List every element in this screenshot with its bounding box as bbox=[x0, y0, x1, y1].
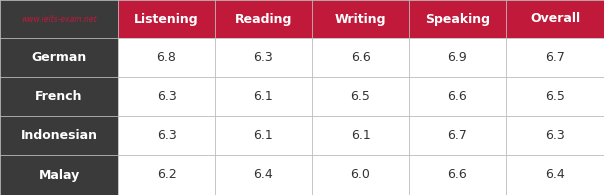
Text: Indonesian: Indonesian bbox=[21, 129, 97, 142]
Text: 6.6: 6.6 bbox=[448, 168, 467, 182]
Bar bbox=[118, 77, 215, 116]
Text: 6.3: 6.3 bbox=[156, 129, 176, 142]
Text: 6.2: 6.2 bbox=[156, 168, 176, 182]
Bar bbox=[215, 77, 312, 116]
Text: German: German bbox=[31, 51, 86, 64]
Bar bbox=[312, 116, 409, 155]
Text: 6.1: 6.1 bbox=[254, 90, 274, 103]
Bar bbox=[215, 155, 312, 195]
Text: 6.7: 6.7 bbox=[545, 51, 565, 64]
Text: 6.9: 6.9 bbox=[448, 51, 467, 64]
Bar bbox=[506, 155, 604, 195]
Text: 6.7: 6.7 bbox=[448, 129, 467, 142]
Text: 6.1: 6.1 bbox=[254, 129, 274, 142]
Text: Listening: Listening bbox=[134, 12, 199, 26]
Bar bbox=[118, 155, 215, 195]
Bar bbox=[0, 38, 118, 77]
Text: 6.3: 6.3 bbox=[156, 90, 176, 103]
Bar bbox=[409, 116, 506, 155]
Bar bbox=[118, 0, 215, 38]
Text: www.ielts-exam.net: www.ielts-exam.net bbox=[21, 14, 97, 24]
Bar bbox=[409, 38, 506, 77]
Bar bbox=[506, 0, 604, 38]
Text: 6.4: 6.4 bbox=[254, 168, 274, 182]
Bar bbox=[215, 0, 312, 38]
Text: 6.5: 6.5 bbox=[350, 90, 370, 103]
Text: Overall: Overall bbox=[530, 12, 580, 26]
Bar bbox=[506, 77, 604, 116]
Bar bbox=[312, 38, 409, 77]
Bar bbox=[0, 0, 118, 38]
Bar bbox=[0, 116, 118, 155]
Text: 6.3: 6.3 bbox=[254, 51, 274, 64]
Text: 6.1: 6.1 bbox=[351, 129, 370, 142]
Text: French: French bbox=[35, 90, 83, 103]
Text: 6.8: 6.8 bbox=[156, 51, 176, 64]
Bar bbox=[0, 77, 118, 116]
Bar bbox=[215, 38, 312, 77]
Bar bbox=[312, 0, 409, 38]
Text: 6.6: 6.6 bbox=[448, 90, 467, 103]
Text: 6.6: 6.6 bbox=[351, 51, 370, 64]
Text: Writing: Writing bbox=[335, 12, 386, 26]
Text: Malay: Malay bbox=[39, 168, 80, 182]
Bar bbox=[409, 155, 506, 195]
Text: 6.0: 6.0 bbox=[350, 168, 370, 182]
Text: Speaking: Speaking bbox=[425, 12, 490, 26]
Bar bbox=[118, 116, 215, 155]
Bar bbox=[506, 38, 604, 77]
Text: Reading: Reading bbox=[235, 12, 292, 26]
Bar bbox=[409, 0, 506, 38]
Text: 6.4: 6.4 bbox=[545, 168, 565, 182]
Bar bbox=[0, 155, 118, 195]
Bar bbox=[506, 116, 604, 155]
Bar bbox=[312, 155, 409, 195]
Text: 6.5: 6.5 bbox=[545, 90, 565, 103]
Bar bbox=[312, 77, 409, 116]
Bar bbox=[409, 77, 506, 116]
Bar bbox=[118, 38, 215, 77]
Bar bbox=[215, 116, 312, 155]
Text: 6.3: 6.3 bbox=[545, 129, 565, 142]
